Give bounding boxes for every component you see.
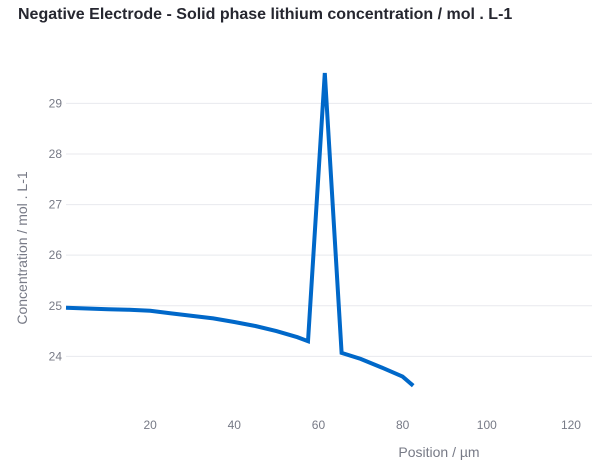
x-tick-label: 120 (561, 418, 581, 432)
series-line (65, 72, 415, 388)
y-tick-label: 29 (49, 96, 63, 110)
y-tick-label: 25 (49, 299, 63, 313)
x-tick-label: 80 (396, 418, 410, 432)
x-tick-label: 40 (228, 418, 242, 432)
y-tick-label: 28 (49, 147, 63, 161)
chart-title: Negative Electrode - Solid phase lithium… (18, 6, 513, 23)
y-tick-label: 27 (49, 198, 63, 212)
x-tick-label: 100 (477, 418, 497, 432)
x-axis-ticks: 20 40 60 80 100 120 (143, 418, 581, 432)
y-tick-label: 24 (49, 349, 63, 363)
y-axis-title: Concentration / mol . L-1 (14, 171, 30, 325)
x-axis-title: Position / µm (398, 444, 479, 460)
y-axis-ticks: 24 25 26 27 28 29 (49, 96, 63, 363)
x-tick-label: 60 (312, 418, 326, 432)
series-layer (65, 72, 415, 388)
x-tick-label: 20 (143, 418, 157, 432)
y-tick-label: 26 (49, 248, 63, 262)
